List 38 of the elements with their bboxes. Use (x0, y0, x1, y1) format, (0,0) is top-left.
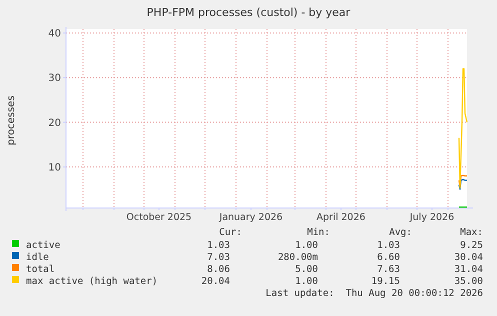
text: 8.06 (207, 264, 230, 275)
text: 9.25 (460, 240, 483, 251)
text: 31.04 (454, 264, 484, 275)
text: Avg: (389, 227, 412, 238)
text: 1.03 (207, 240, 230, 251)
x-tick-label: January 2026 (218, 212, 283, 223)
x-tick-label: October 2025 (126, 212, 192, 223)
y-tick-label: 30 (48, 73, 61, 84)
x-tick-label: April 2026 (316, 212, 366, 223)
legend-label: total (26, 264, 55, 275)
line-series (458, 178, 468, 190)
y-tick-label: 40 (48, 28, 61, 40)
chart-title: PHP-FPM processes (custol) - by year (146, 6, 351, 19)
text: Cur: (219, 227, 242, 238)
text: 5.00 (295, 264, 318, 275)
text: 30.04 (454, 252, 484, 263)
text: 280.00m (278, 252, 318, 263)
y-tick-label: 10 (48, 162, 61, 174)
legend-label: max active (high water) (26, 276, 158, 287)
text: 20.04 (201, 276, 230, 287)
text: Min: (307, 227, 330, 238)
line-series (458, 68, 468, 189)
text: 1.03 (377, 240, 400, 251)
text: 7.63 (377, 264, 400, 275)
y-axis-title: processes (6, 96, 17, 146)
line-series (458, 174, 468, 188)
text: 19.15 (371, 276, 400, 287)
text: 7.03 (207, 252, 230, 263)
x-tick-label: July 2026 (408, 212, 454, 223)
text: 1.00 (295, 240, 318, 251)
legend-label: active (26, 240, 61, 251)
text: 6.60 (377, 252, 400, 263)
text: Last update: Thu Aug 20 00:00:12 2026 (266, 288, 484, 299)
y-tick-label: 20 (48, 118, 61, 129)
legend-label: idle (26, 252, 50, 263)
text: 1.00 (295, 276, 318, 287)
text: 35.00 (454, 276, 484, 287)
text: Max: (460, 227, 483, 238)
